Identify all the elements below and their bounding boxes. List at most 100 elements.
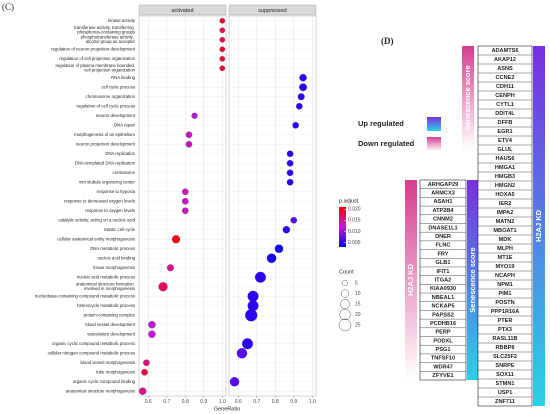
category-label: nucleic acid metabolic process	[77, 274, 135, 279]
gene: IMPA2	[497, 210, 514, 216]
category-label: tissue morphogenesis	[93, 265, 135, 270]
gene: HMGB3	[495, 174, 515, 180]
legend-label: Down regulated	[358, 139, 415, 148]
panel-label: (D)	[381, 36, 394, 46]
group-bar	[533, 46, 545, 406]
gene: STMN1	[496, 381, 515, 387]
gene: MATN2	[496, 219, 515, 225]
group-label: Senescence score	[463, 65, 472, 130]
gene: MDK	[499, 237, 512, 243]
category-label: organic cyclic compound binding	[73, 379, 136, 384]
gene: PERP	[435, 330, 451, 336]
dot	[148, 330, 156, 338]
category-label: microtubule organizing center	[79, 179, 136, 184]
category-label: centrosome	[113, 170, 136, 175]
category-label: DNA replication	[105, 151, 135, 156]
category-label: heterocycle metabolic process	[77, 303, 135, 308]
gene: GLB1	[436, 260, 451, 266]
gene: PIM1	[498, 291, 511, 297]
gene-box	[419, 179, 467, 381]
colorbar	[339, 207, 346, 247]
dot	[286, 150, 294, 158]
category-label: transferase activity, transferring phosp…	[74, 25, 135, 34]
dot	[245, 309, 258, 322]
category-label: kinase activity	[108, 18, 136, 23]
dot	[166, 264, 174, 272]
category-label: chromosome organization	[86, 94, 136, 99]
dot	[255, 271, 266, 283]
category-label: organic cyclic compound metabolic proces…	[52, 341, 135, 346]
group-label: H2AJ KD	[406, 263, 415, 296]
x-tick-label: 1.0	[219, 399, 226, 405]
gene: CYTL1	[496, 102, 514, 108]
category-label: vasculature development	[87, 331, 136, 336]
dot	[219, 36, 226, 43]
gene: MBOAT1	[493, 228, 516, 234]
panel	[138, 15, 227, 397]
group-label: Senescence score	[468, 247, 477, 312]
gene: AKAP12	[494, 57, 516, 63]
category-label: cell cycle process	[101, 84, 135, 89]
dot	[148, 321, 156, 329]
gene: GLUL	[497, 147, 513, 153]
category-label: response to hypoxia	[97, 189, 136, 194]
category-label: blood vessel morphogenesis	[81, 360, 135, 365]
gene: SNRPE	[495, 363, 515, 369]
size-label: 15	[355, 301, 361, 307]
dot	[296, 102, 303, 110]
gene: PSG1	[436, 347, 451, 353]
dot	[236, 348, 248, 359]
facet-strip	[138, 4, 227, 16]
gene: NCAPH	[495, 273, 515, 279]
gene: HAUS6	[496, 156, 515, 162]
gene: IFIT1	[436, 269, 449, 275]
dot	[299, 83, 307, 92]
size-label: 25	[355, 322, 361, 328]
category-label: DNA repair	[114, 122, 136, 127]
category-label: regulation of cell projection organizati…	[59, 56, 135, 61]
gene: ASNS	[497, 66, 513, 72]
dot	[219, 46, 226, 53]
gene: RBBP8	[496, 345, 515, 351]
category-label: anatomical structure morphogenesis	[66, 388, 135, 393]
gene: NBEAL1	[432, 295, 454, 301]
category-label: DNA metabolic process	[90, 246, 135, 251]
panel-label: (C)	[2, 2, 14, 12]
category-label: blood vessel development	[85, 322, 135, 327]
dot	[185, 131, 193, 139]
x-tick-label: 0.7	[253, 399, 260, 405]
x-tick-label: 0.7	[163, 399, 170, 405]
gene: HOXA5	[495, 192, 514, 198]
gene: FRY	[438, 251, 449, 257]
gene: NPM1	[497, 282, 513, 288]
dot	[219, 27, 226, 34]
gene: KIAA0930	[430, 286, 456, 292]
category-label: nucleic acid binding	[97, 255, 135, 260]
legend-swatch	[427, 137, 441, 151]
dot	[286, 178, 294, 186]
dot	[141, 368, 148, 376]
gene: PTX3	[498, 327, 512, 333]
panel	[228, 15, 317, 397]
x-tick-label: 0.8	[272, 399, 279, 405]
x-tick-label: 0.6	[145, 399, 152, 405]
size-key	[338, 318, 352, 332]
category-label: response to decreased oxygen levels	[64, 198, 135, 203]
gene: SLC25F2	[493, 354, 517, 360]
group-bar	[462, 46, 474, 150]
gene: ARHGAP29	[428, 182, 458, 188]
gene: DDIT4L	[495, 111, 515, 117]
gene: ASAH1	[434, 199, 453, 205]
category-label: catalytic activity, acting on a nucleic …	[58, 217, 135, 222]
gene: ZFYVE1	[432, 373, 453, 379]
gene: HMGN2	[495, 183, 515, 189]
gene: MYO19	[496, 264, 515, 270]
legend-title: p.adjust	[339, 198, 359, 204]
size-key	[342, 280, 348, 286]
category-label: regulation of neuron projection developm…	[51, 46, 136, 51]
legend-title: Count	[339, 269, 354, 275]
dot	[247, 290, 259, 302]
gene: HMGA1	[495, 165, 515, 171]
gene: EGR1	[497, 129, 512, 135]
